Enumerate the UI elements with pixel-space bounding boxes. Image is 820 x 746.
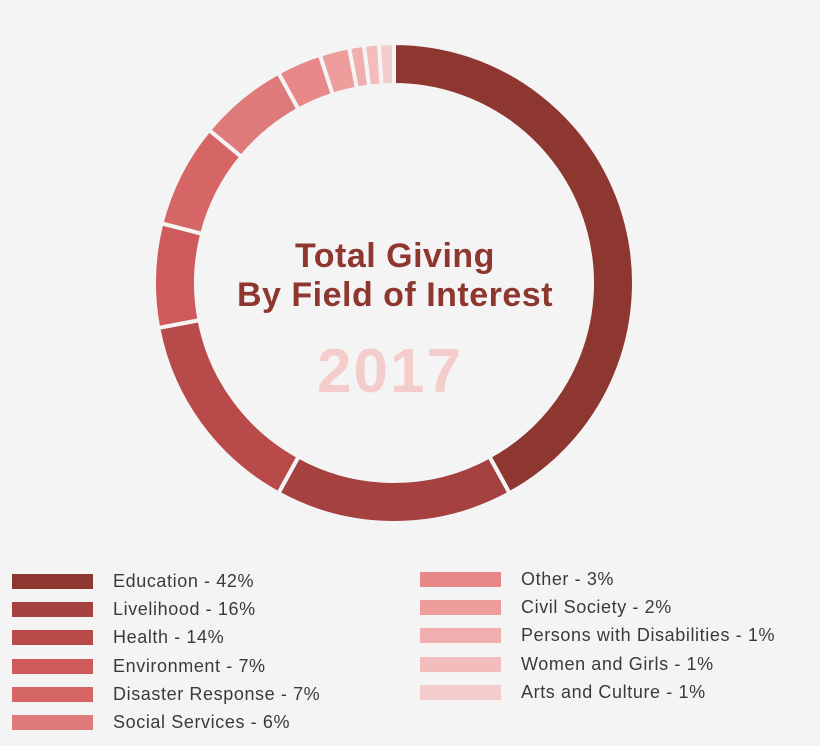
legend-swatch [12, 573, 93, 589]
legend-label: Environment - 7% [113, 655, 266, 676]
legend-swatch [12, 686, 93, 702]
legend-item-other: Other - 3% [420, 565, 775, 593]
legend-item-disaster-response: Disaster Response - 7% [12, 680, 320, 708]
legend-label: Health - 14% [113, 627, 225, 648]
legend-swatch [420, 599, 501, 615]
chart-title-line1: Total Giving [295, 237, 495, 275]
legend-item-environment: Environment - 7% [12, 652, 320, 680]
chart-title-line2: By Field of Interest [236, 276, 554, 314]
legend-label: Livelihood - 16% [113, 598, 256, 619]
legend-label: Disaster Response - 7% [113, 683, 321, 704]
donut-slice-education [392, 40, 636, 497]
legend-swatch [12, 658, 93, 674]
legend-item-women-and-girls: Women and Girls - 1% [420, 650, 775, 678]
legend-item-civil-society: Civil Society - 2% [420, 593, 775, 621]
donut-slice-arts-and-culture [376, 40, 396, 88]
legend-left-column: Education - 42% Livelihood - 16% Health - … [12, 567, 320, 737]
legend-swatch [420, 656, 501, 672]
legend-item-social-services: Social Services - 6% [12, 708, 320, 736]
legend-swatch [420, 628, 501, 644]
legend-swatch [12, 715, 93, 731]
legend-right-column: Other - 3% Civil Society - 2% Persons with… [420, 565, 775, 706]
legend-label: Women and Girls - 1% [521, 653, 714, 674]
legend-swatch [12, 601, 93, 617]
legend-swatch [420, 684, 501, 700]
legend-item-livelihood: Livelihood - 16% [12, 595, 320, 623]
legend-label: Social Services - 6% [113, 712, 291, 733]
legend-label: Education - 42% [113, 570, 255, 591]
donut-chart [154, 40, 636, 525]
legend-swatch [420, 571, 501, 587]
legend-label: Civil Society - 2% [521, 596, 672, 617]
legend-label: Other - 3% [521, 568, 615, 589]
donut-slice-livelihood [275, 453, 513, 525]
legend-label: Persons with Disabilities - 1% [521, 625, 776, 646]
legend-swatch [12, 630, 93, 646]
legend-item-arts-and-culture: Arts and Culture - 1% [420, 678, 775, 706]
chart-year: 2017 [317, 337, 463, 406]
legend-label: Arts and Culture - 1% [521, 681, 706, 702]
legend-item-persons-with-disabilities: Persons with Disabilities - 1% [420, 622, 775, 650]
legend-item-health: Health - 14% [12, 624, 320, 652]
legend-item-education: Education - 42% [12, 567, 320, 595]
